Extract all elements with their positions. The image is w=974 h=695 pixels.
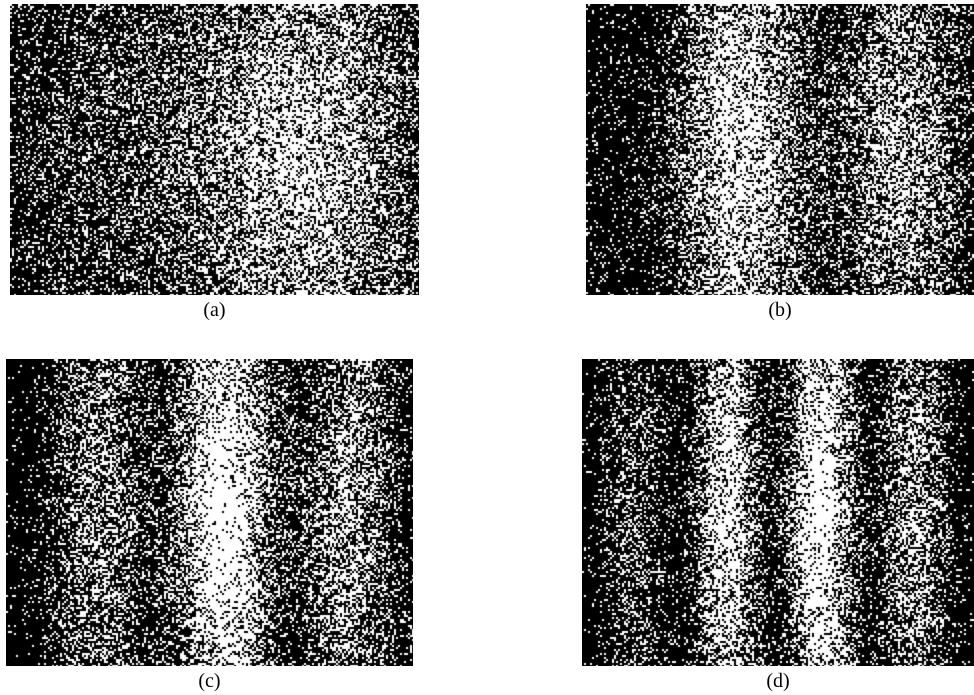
speckle-interference-image-a: [10, 4, 419, 295]
figure-panel-d: [582, 359, 974, 666]
speckle-interference-image-c: [6, 359, 413, 666]
panel-caption-d: (d): [766, 670, 790, 692]
figure-panel-a: [10, 4, 419, 295]
panel-caption-b: (b): [768, 299, 792, 321]
panel-caption-a: (a): [203, 299, 226, 321]
speckle-interference-image-b: [586, 4, 974, 295]
figure-panel-b: [586, 4, 974, 295]
panel-caption-c: (c): [198, 670, 221, 692]
figure-panel-c: [6, 359, 413, 666]
speckle-interference-image-d: [582, 359, 974, 666]
